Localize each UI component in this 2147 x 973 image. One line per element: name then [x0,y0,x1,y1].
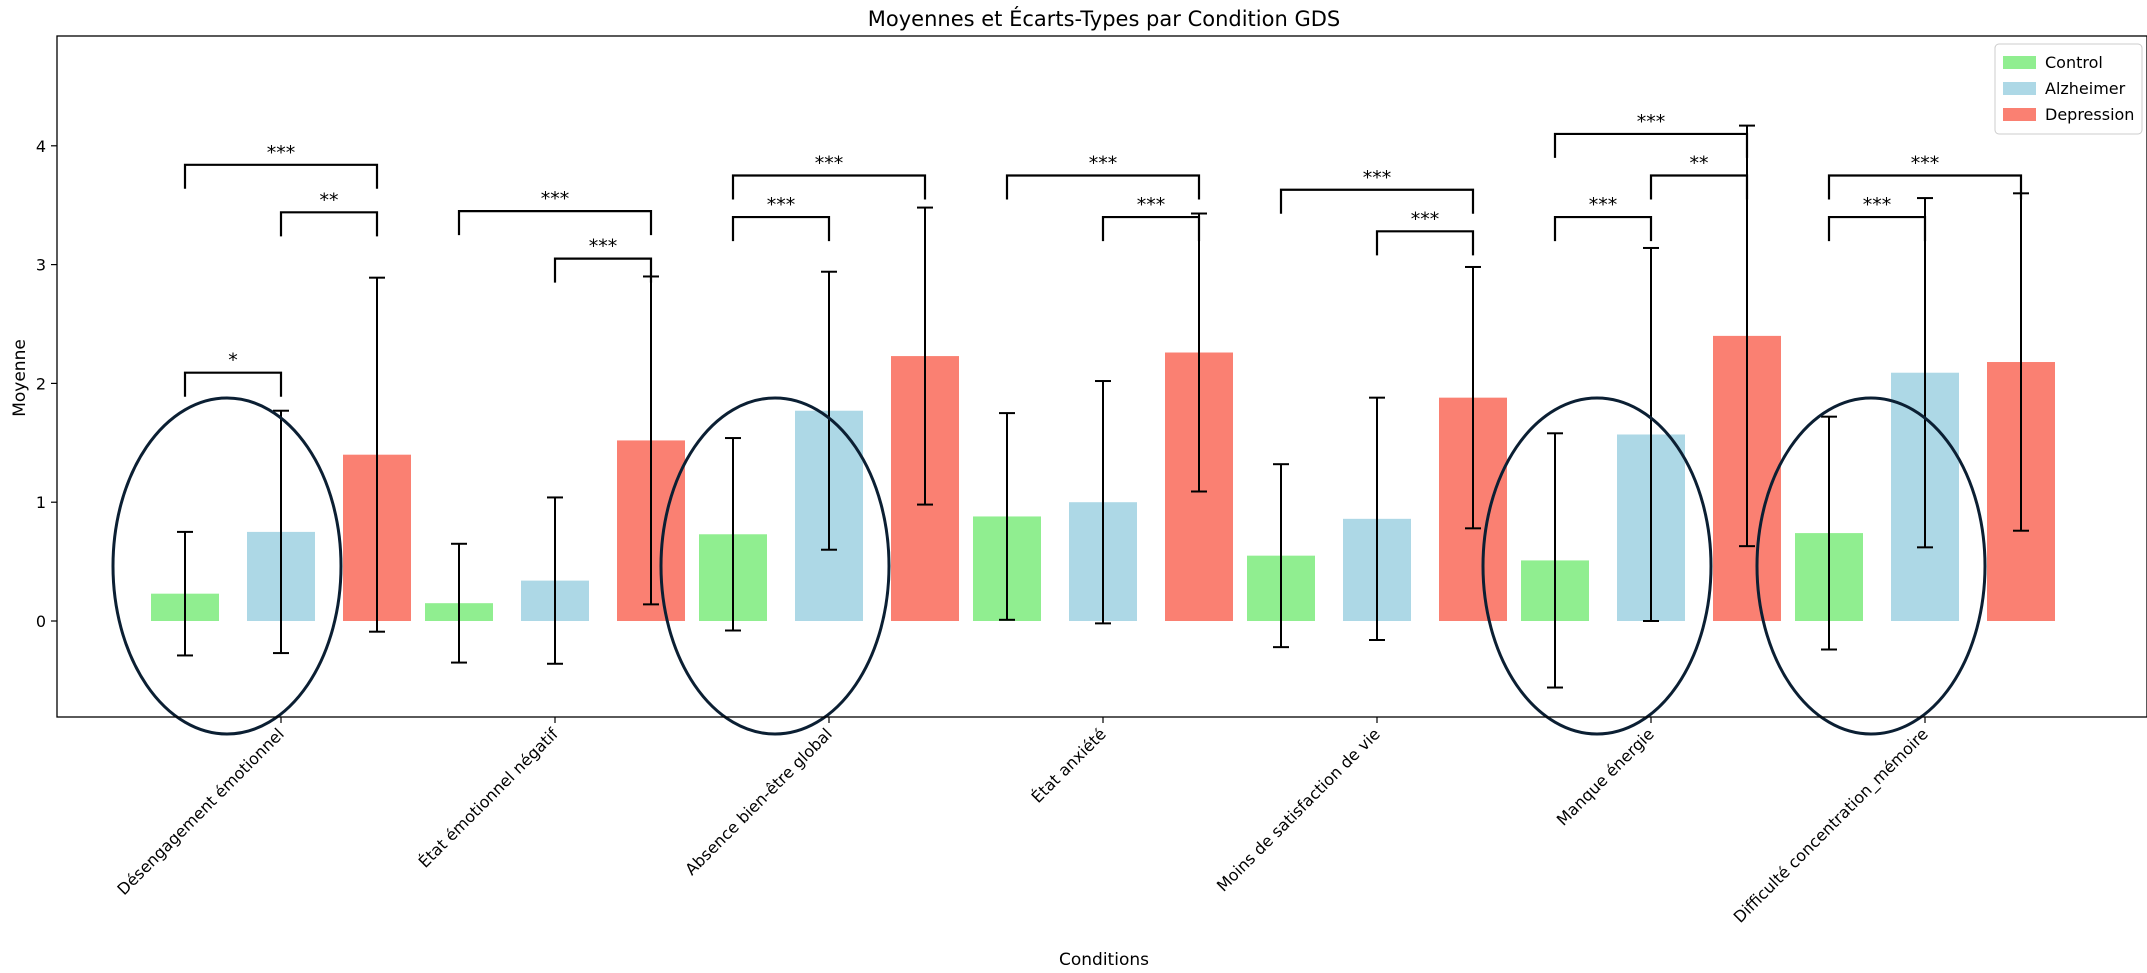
legend-swatch [2003,56,2036,69]
y-tick-label: 0 [36,612,46,631]
significance-label: *** [589,236,618,258]
significance-label: ** [1690,153,1709,175]
highlight-ellipse [1481,396,1713,736]
legend: Control Alzheimer Depression [1994,43,2143,135]
significance-bracket [1101,215,1201,242]
legend-label: Control [2045,53,2103,72]
significance-bracket [1553,132,1749,158]
significance-bracket [1649,174,1749,200]
legend-label: Depression [2045,105,2134,124]
legend-swatch [2003,108,2036,121]
significance-label: *** [1863,194,1892,216]
significance-bracket [1827,215,1927,242]
significance-bracket [183,371,283,397]
significance-label: *** [1411,208,1440,230]
y-axis-label: Moyenne [10,339,30,417]
highlight-ellipse [111,396,343,736]
significance-label: *** [1637,111,1666,133]
plot-frame [56,35,2147,718]
significance-bracket [731,174,927,200]
plot-area: ************ ****************************… [111,111,2055,736]
legend-swatch [2003,82,2036,95]
x-tick-label: État anxiété [1028,724,1110,806]
x-tick-label: Absence bien-être global [681,724,836,879]
x-tick-label: Manque énergie [1553,724,1658,829]
significance-label: *** [1363,167,1392,189]
x-tick-label: Moins de satisfaction de vie [1213,724,1384,895]
y-tick-label: 1 [36,493,46,512]
significance-bracket [1005,174,1201,200]
significance-label: *** [767,194,796,216]
significance-bracket [183,163,379,189]
significance-label: *** [1089,153,1118,175]
chart-title: Moyennes et Écarts-Types par Condition G… [868,6,1340,31]
significance-bracket [553,257,653,283]
significance-bracket [1553,215,1653,242]
significance-label: * [228,350,238,372]
significance-bracket [731,215,831,242]
x-tick-label: Difficulté concentration_mémoire [1730,724,1933,927]
significance-label: *** [815,153,844,175]
significance-label: *** [1911,153,1940,175]
y-tick-label: 4 [36,137,46,156]
x-axis-label: Conditions [1059,950,1149,970]
significance-bracket [279,211,379,237]
significance-bracket [1375,230,1475,256]
highlight-ellipse [1755,396,1987,736]
y-tick-label: 3 [36,256,46,275]
significance-bracket [1279,188,1475,214]
x-tick-label: Désengagement émotionnel [113,724,287,898]
significance-bracket [1827,174,2023,200]
significance-label: ** [320,189,339,211]
legend-label: Alzheimer [2045,79,2126,98]
x-tick-label: État émotionnel négatif [415,724,562,871]
significance-label: *** [267,142,296,164]
significance-bracket [457,210,653,236]
y-tick-label: 2 [36,374,46,393]
significance-label: *** [541,188,570,210]
significance-label: *** [1137,194,1166,216]
significance-label: *** [1589,194,1618,216]
highlight-ellipse [659,396,891,736]
